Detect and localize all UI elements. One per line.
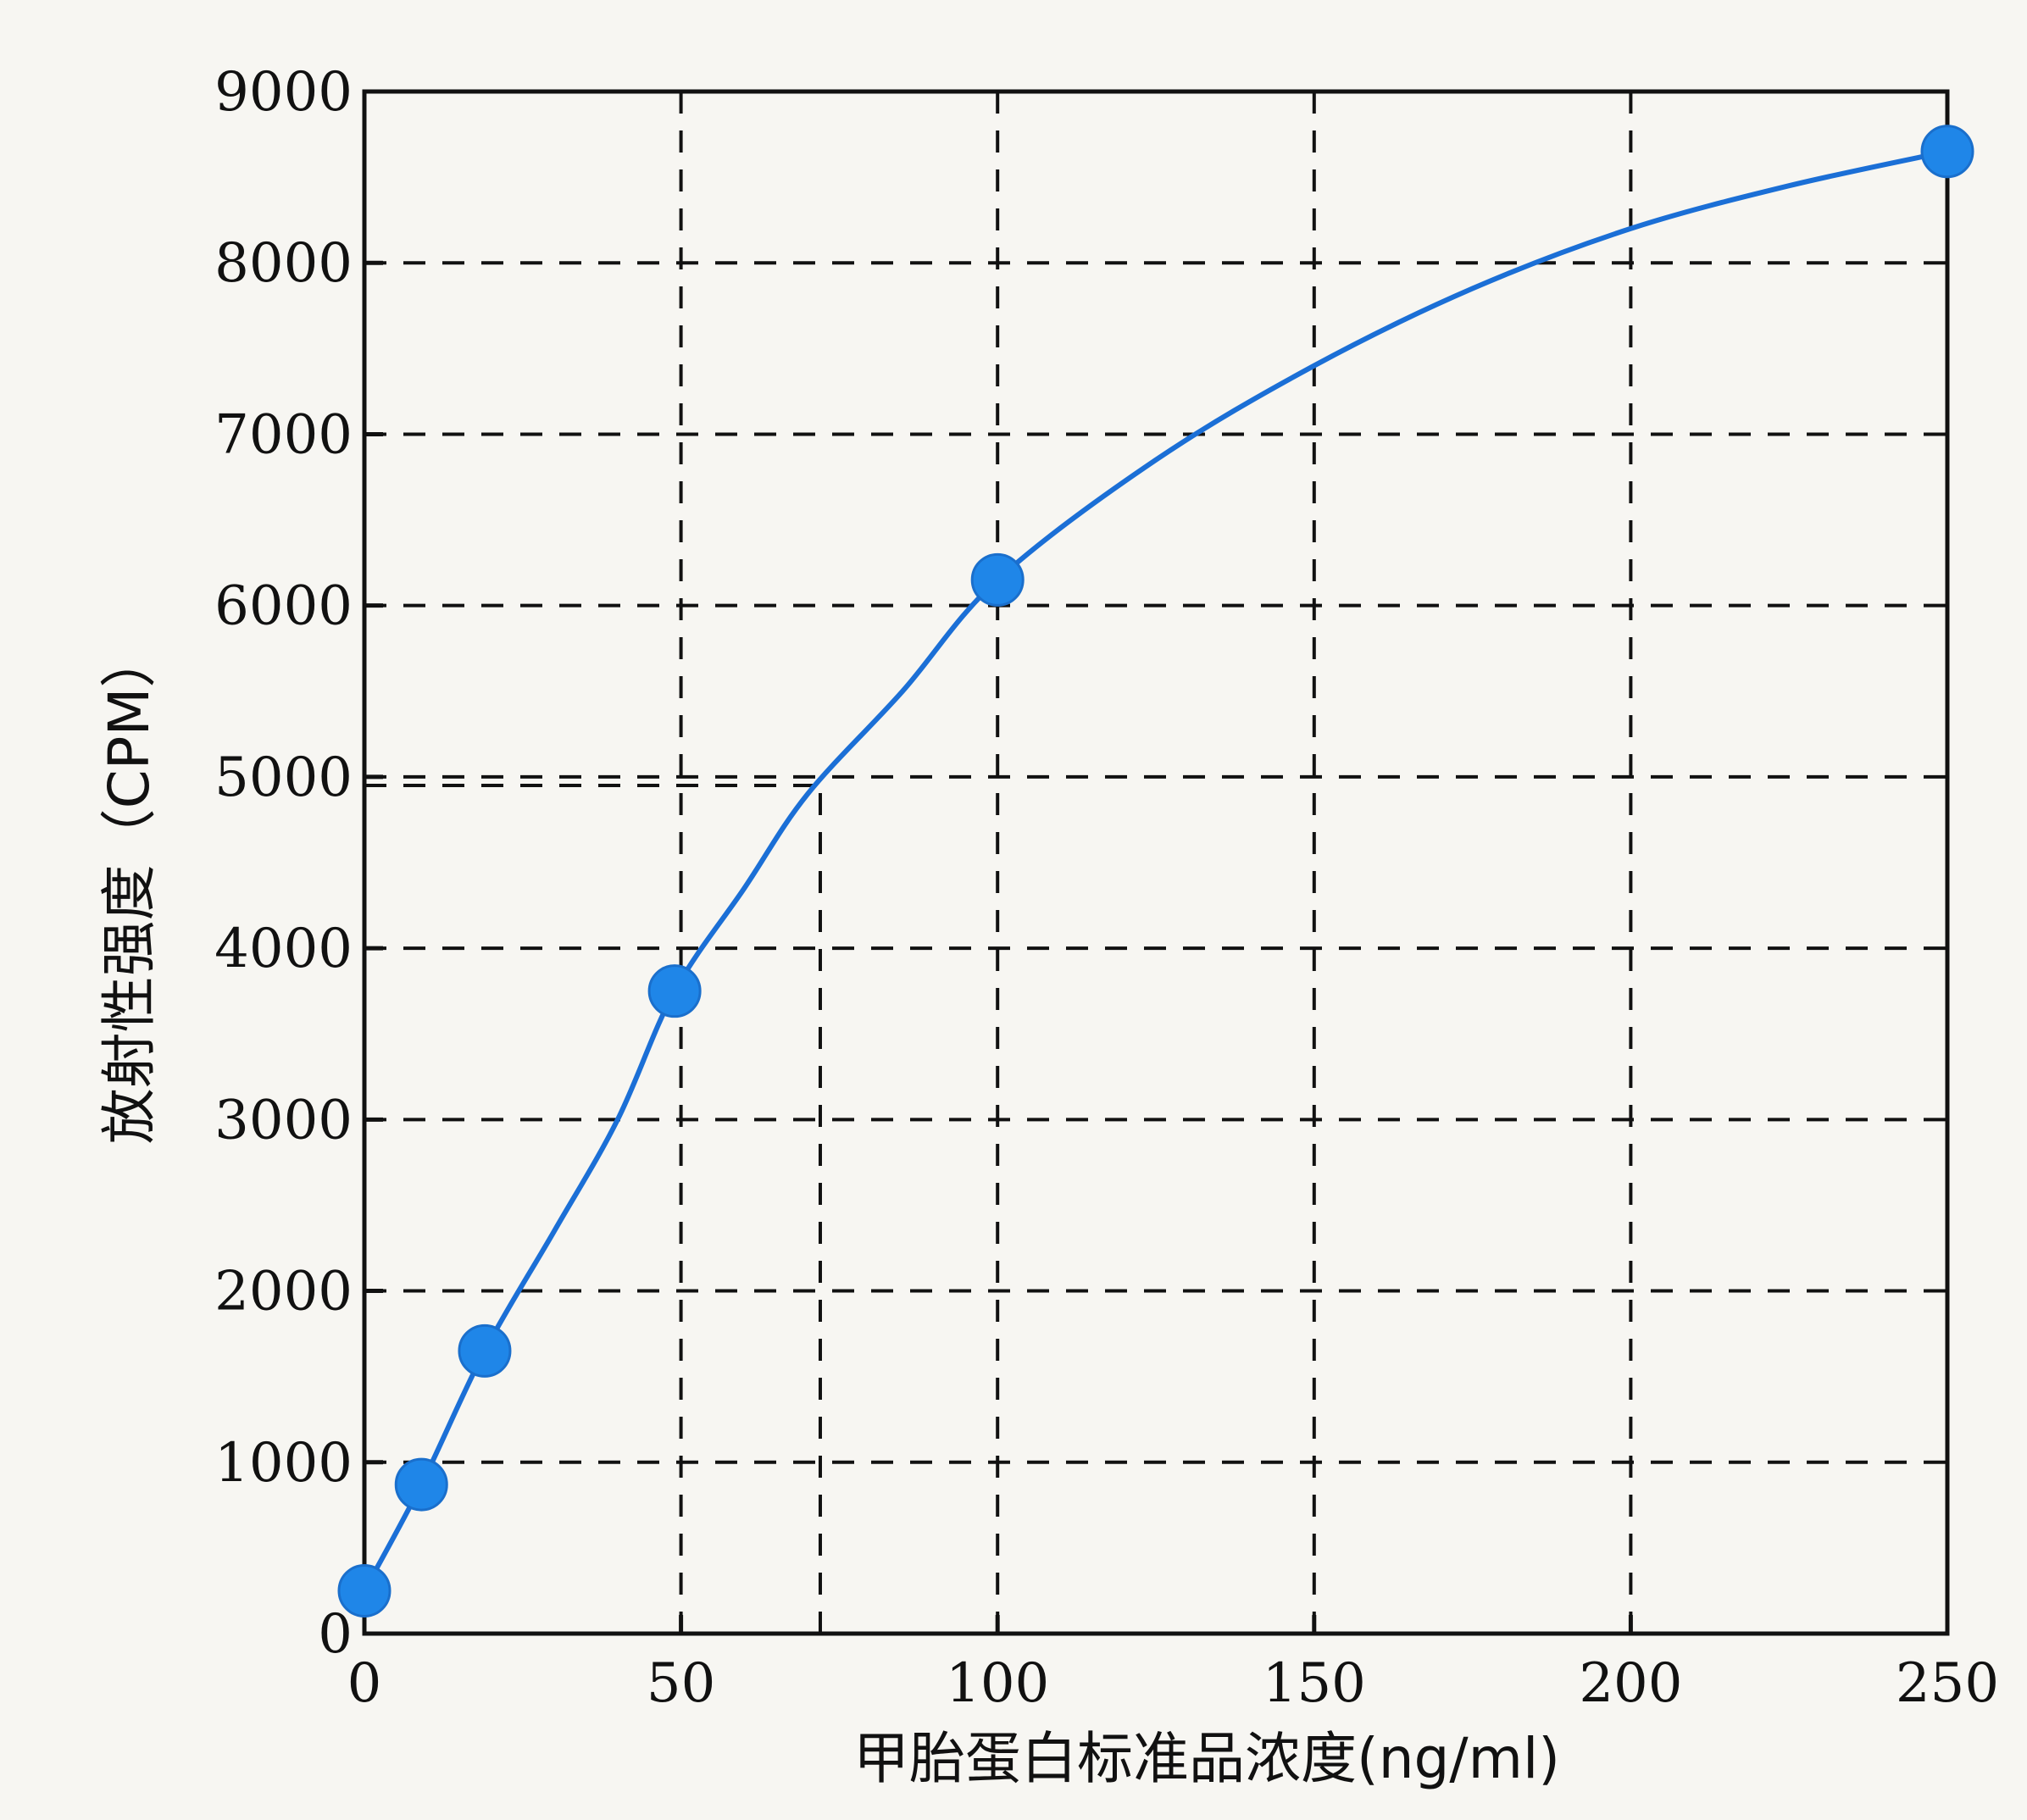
guide-lines bbox=[364, 784, 822, 1634]
plot-frame bbox=[362, 89, 1950, 1636]
data-point-6 bbox=[1920, 125, 1974, 179]
y-tick-label-3000: 3000 bbox=[214, 1089, 353, 1151]
y-tick-label-5000: 5000 bbox=[214, 746, 353, 809]
x-tick-label-250: 250 bbox=[1896, 1652, 1999, 1715]
x-tick-label-100: 100 bbox=[946, 1652, 1049, 1715]
axis-ticks bbox=[362, 89, 1950, 1636]
x-tick-label-150: 150 bbox=[1263, 1652, 1366, 1715]
y-tick-label-8000: 8000 bbox=[214, 232, 353, 295]
x-tick-label-0: 0 bbox=[347, 1652, 382, 1715]
y-tick-label-0: 0 bbox=[318, 1603, 353, 1666]
data-point-3 bbox=[458, 1323, 512, 1378]
data-points bbox=[337, 125, 1974, 1617]
y-tick-label-9000: 9000 bbox=[214, 61, 353, 124]
grid-lines bbox=[364, 92, 1947, 1634]
data-point-5 bbox=[970, 552, 1025, 607]
fit-curve bbox=[362, 148, 1950, 1594]
data-point-1 bbox=[337, 1563, 392, 1617]
y-tick-label-1000: 1000 bbox=[214, 1432, 353, 1495]
y-axis-title: 放射性强度（CPM） bbox=[97, 632, 162, 1145]
x-axis-title: 甲胎蛋白标准品浓度(ng/ml) bbox=[853, 1726, 1560, 1791]
y-tick-label-4000: 4000 bbox=[214, 918, 353, 980]
y-tick-label-6000: 6000 bbox=[214, 575, 353, 638]
y-tick-label-2000: 2000 bbox=[214, 1261, 353, 1323]
tick-labels: 0 50 100 150 200 250 0 1000 2000 3000 4000 5000 6000… bbox=[214, 61, 1999, 1715]
x-tick-label-200: 200 bbox=[1579, 1652, 1682, 1715]
x-tick-label-50: 50 bbox=[647, 1652, 715, 1715]
y-tick-label-7000: 7000 bbox=[214, 403, 353, 466]
data-point-2 bbox=[394, 1457, 448, 1512]
data-point-4 bbox=[647, 964, 702, 1018]
